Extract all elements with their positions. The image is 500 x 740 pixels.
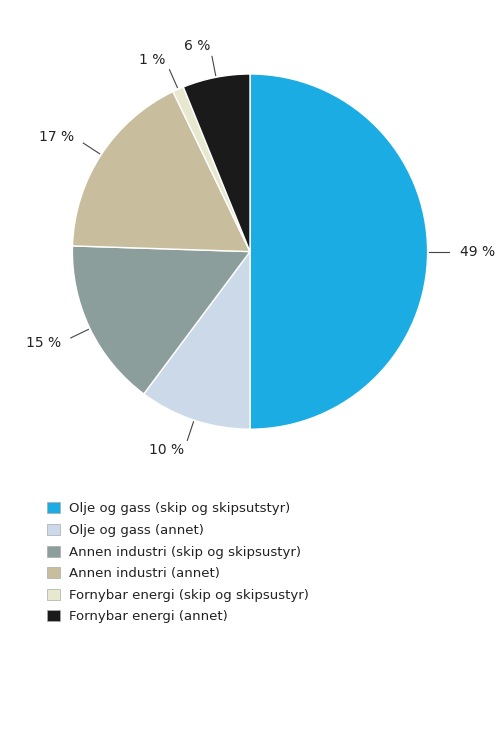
Wedge shape bbox=[72, 246, 250, 394]
Text: 1 %: 1 % bbox=[139, 53, 165, 67]
Text: 15 %: 15 % bbox=[26, 335, 61, 349]
Wedge shape bbox=[144, 252, 250, 429]
Wedge shape bbox=[184, 74, 250, 252]
Text: 10 %: 10 % bbox=[149, 443, 184, 457]
Text: 17 %: 17 % bbox=[39, 130, 74, 144]
Wedge shape bbox=[72, 92, 250, 252]
Wedge shape bbox=[173, 87, 250, 252]
Legend: Olje og gass (skip og skipsutstyr), Olje og gass (annet), Annen industri (skip o: Olje og gass (skip og skipsutstyr), Olje… bbox=[46, 502, 309, 623]
Text: 49 %: 49 % bbox=[460, 245, 494, 258]
Text: 6 %: 6 % bbox=[184, 39, 210, 53]
Wedge shape bbox=[250, 74, 428, 429]
